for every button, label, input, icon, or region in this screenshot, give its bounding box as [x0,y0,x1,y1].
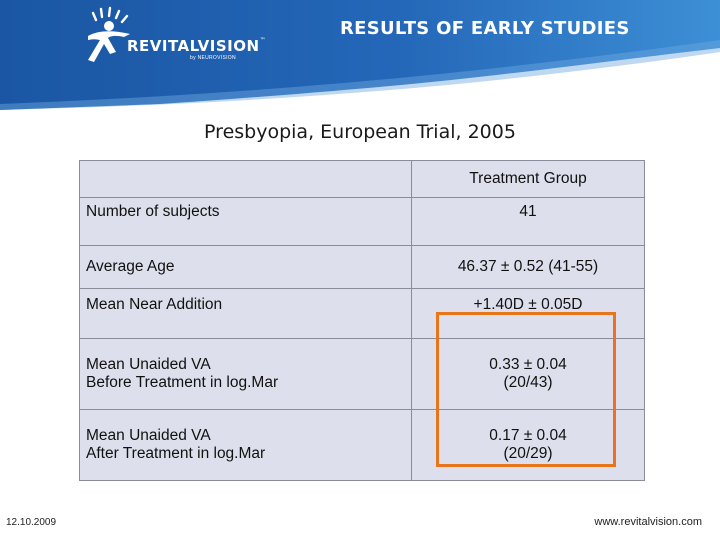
row-label-line: Mean Unaided VA [86,356,211,373]
row-value: 46.37 ± 0.52 (41-55) [411,245,645,289]
row-label: Mean Unaided VA After Treatment in log.M… [79,409,412,481]
brand-name: REVITALVISION™ [127,37,267,55]
header-banner [0,0,720,110]
table-row: Number of subjects 41 [79,197,645,246]
slide-subtitle: Presbyopia, European Trial, 2005 [204,121,516,143]
slide-title: RESULTS OF EARLY STUDIES [340,18,630,39]
footer-date: 12.10.2009 [6,517,57,528]
row-value-line: 0.17 ± 0.04 [489,427,567,444]
revitalvision-logo: REVITALVISION™ by NEUROVISION [80,6,280,76]
table-row: Average Age 46.37 ± 0.52 (41-55) [79,245,645,289]
brand-subline: by NEUROVISION [190,55,236,61]
row-value-line: (20/43) [503,374,553,391]
footer-url: www.revitalvision.com [594,516,702,528]
row-label-line: After Treatment in log.Mar [86,445,266,462]
row-label: Mean Near Addition [79,288,412,339]
table-row: Mean Unaided VA Before Treatment in log.… [79,338,645,410]
table-row: Mean Unaided VA After Treatment in log.M… [79,409,645,481]
row-value: 41 [411,197,645,246]
row-label: Number of subjects [79,197,412,246]
row-label: Mean Unaided VA Before Treatment in log.… [79,338,412,410]
row-label-line: Mean Unaided VA [86,427,211,444]
figure-eye-logo-icon [88,6,130,62]
row-value: 0.33 ± 0.04 (20/43) [411,338,645,410]
row-label: Average Age [79,245,412,289]
results-table: Treatment Group Number of subjects 41 Av… [79,160,645,481]
table-header-empty-cell [79,160,412,198]
table-header-row: Treatment Group [79,160,645,198]
row-label-line: Before Treatment in log.Mar [86,374,279,391]
column-header-treatment-group: Treatment Group [411,160,645,198]
highlight-box [436,312,616,467]
row-value: 0.17 ± 0.04 (20/29) [411,409,645,481]
row-value-line: 0.33 ± 0.04 [489,356,567,373]
row-value-line: (20/29) [503,445,553,462]
